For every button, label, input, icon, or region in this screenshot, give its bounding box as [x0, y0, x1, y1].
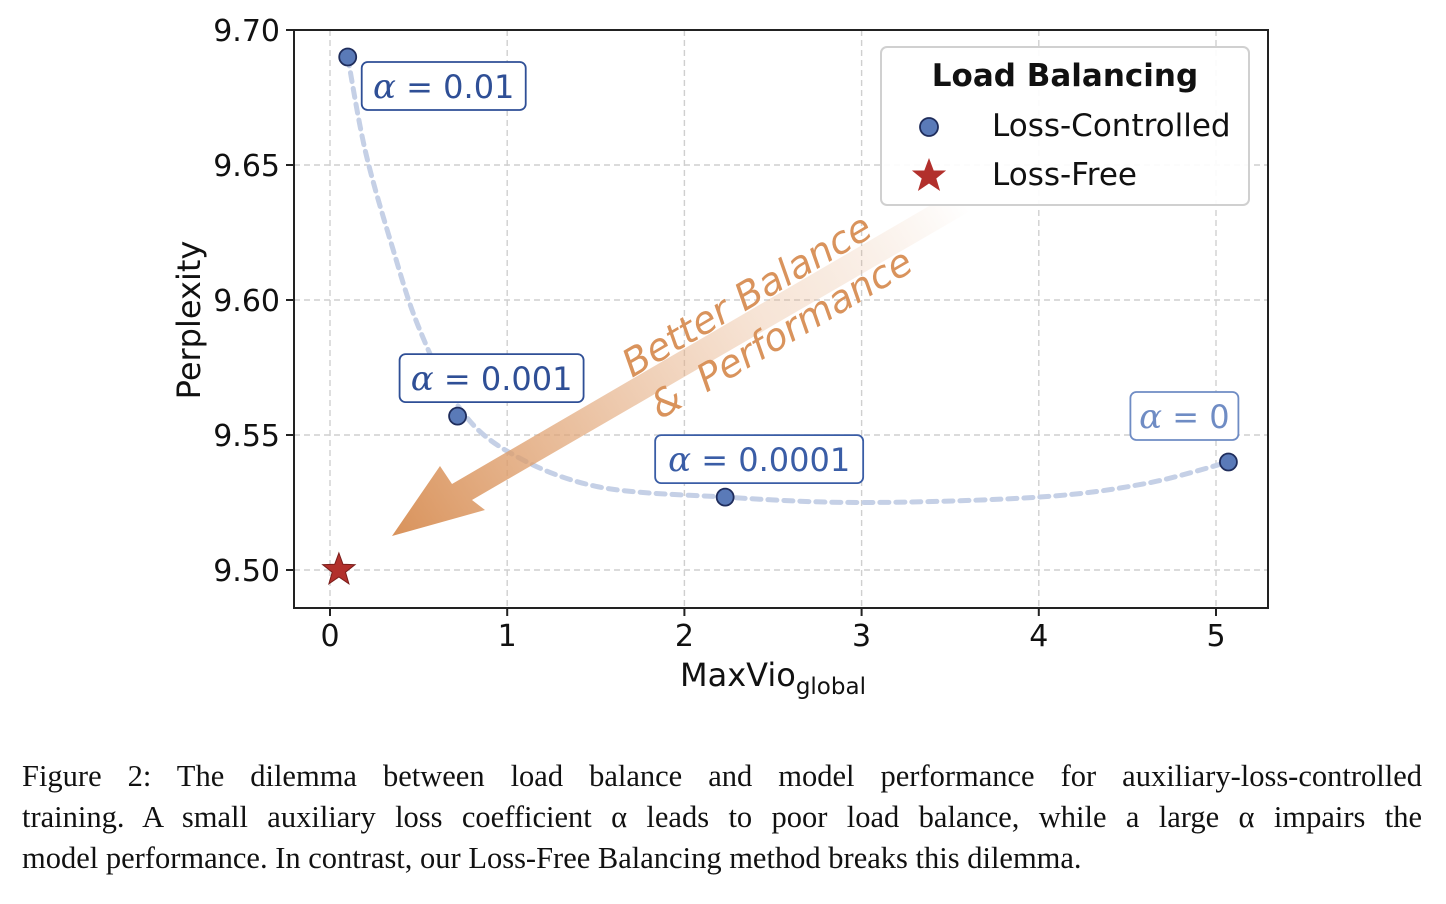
annotation-box — [654, 434, 865, 485]
x-tick-label: 3 — [852, 619, 871, 654]
legend: Load Balancing Loss-Controlled Loss-Free — [880, 46, 1250, 206]
alpha-annotation: α = 0.0001 — [654, 434, 865, 485]
caption-line-1: Figure 2: The dilemma between load balan… — [22, 759, 1422, 793]
annotation-box — [398, 353, 585, 404]
loss-controlled-point — [448, 406, 467, 426]
loss-free-point — [321, 551, 357, 585]
annotation-label: α = 0.01 — [373, 67, 514, 107]
data-points — [321, 47, 1238, 585]
loss-controlled-point — [1219, 452, 1238, 472]
x-tick-label: 4 — [1029, 619, 1048, 654]
trend-curve — [345, 54, 1231, 506]
figure-caption: Figure 2: The dilemma between load balan… — [22, 756, 1422, 879]
alpha-annotation: α = 0.001 — [398, 353, 585, 404]
legend-marker-loss-controlled — [919, 117, 939, 137]
annotation-label: α = 0.0001 — [668, 440, 850, 480]
direction-arrow — [392, 188, 972, 536]
x-tick-label: 2 — [675, 619, 694, 654]
annotation-label: α = 0.001 — [411, 359, 573, 399]
y-tick-label: 9.60 — [213, 284, 280, 319]
legend-title: Load Balancing — [932, 58, 1198, 94]
y-tick-label: 9.70 — [213, 14, 280, 49]
annotation-label: α = 0 — [1139, 397, 1229, 437]
loss-controlled-point — [338, 47, 358, 67]
alpha-annotation: α = 0.01 — [360, 61, 527, 111]
y-tick-label: 9.55 — [213, 419, 280, 454]
legend-label-loss-controlled: Loss-Controlled — [992, 108, 1231, 144]
x-tick-label: 0 — [320, 619, 339, 654]
annotation-box — [360, 61, 527, 111]
annotation-box — [1129, 391, 1240, 441]
legend-marker-loss-free — [911, 158, 947, 191]
caption-line-2: training. A small auxiliary loss coeffic… — [22, 800, 1422, 834]
alpha-annotations: α = 0.01 α = 0.001 α = 0.0001 α = 0 — [360, 61, 1240, 485]
y-tick-label: 9.50 — [213, 554, 280, 589]
y-tick-label: 9.65 — [213, 149, 280, 184]
x-axis-label: MaxVioglobal — [680, 656, 866, 700]
legend-frame — [880, 46, 1250, 206]
caption-line-3: model performance. In contrast, our Loss… — [22, 841, 1082, 875]
x-axis-label-subscript: global — [796, 674, 866, 700]
x-tick-label: 5 — [1206, 619, 1225, 654]
x-tick-label: 1 — [498, 619, 517, 654]
legend-label-loss-free: Loss-Free — [992, 157, 1137, 193]
loss-controlled-point — [715, 487, 735, 507]
y-axis-ticks: 9.50 9.55 9.60 9.65 9.70 — [213, 14, 294, 589]
x-axis-ticks: 0 1 2 3 4 5 — [320, 608, 1226, 654]
alpha-annotation: α = 0 — [1129, 391, 1240, 441]
y-axis-label: Perplexity — [170, 241, 208, 400]
plot-area-frame — [293, 29, 1269, 609]
